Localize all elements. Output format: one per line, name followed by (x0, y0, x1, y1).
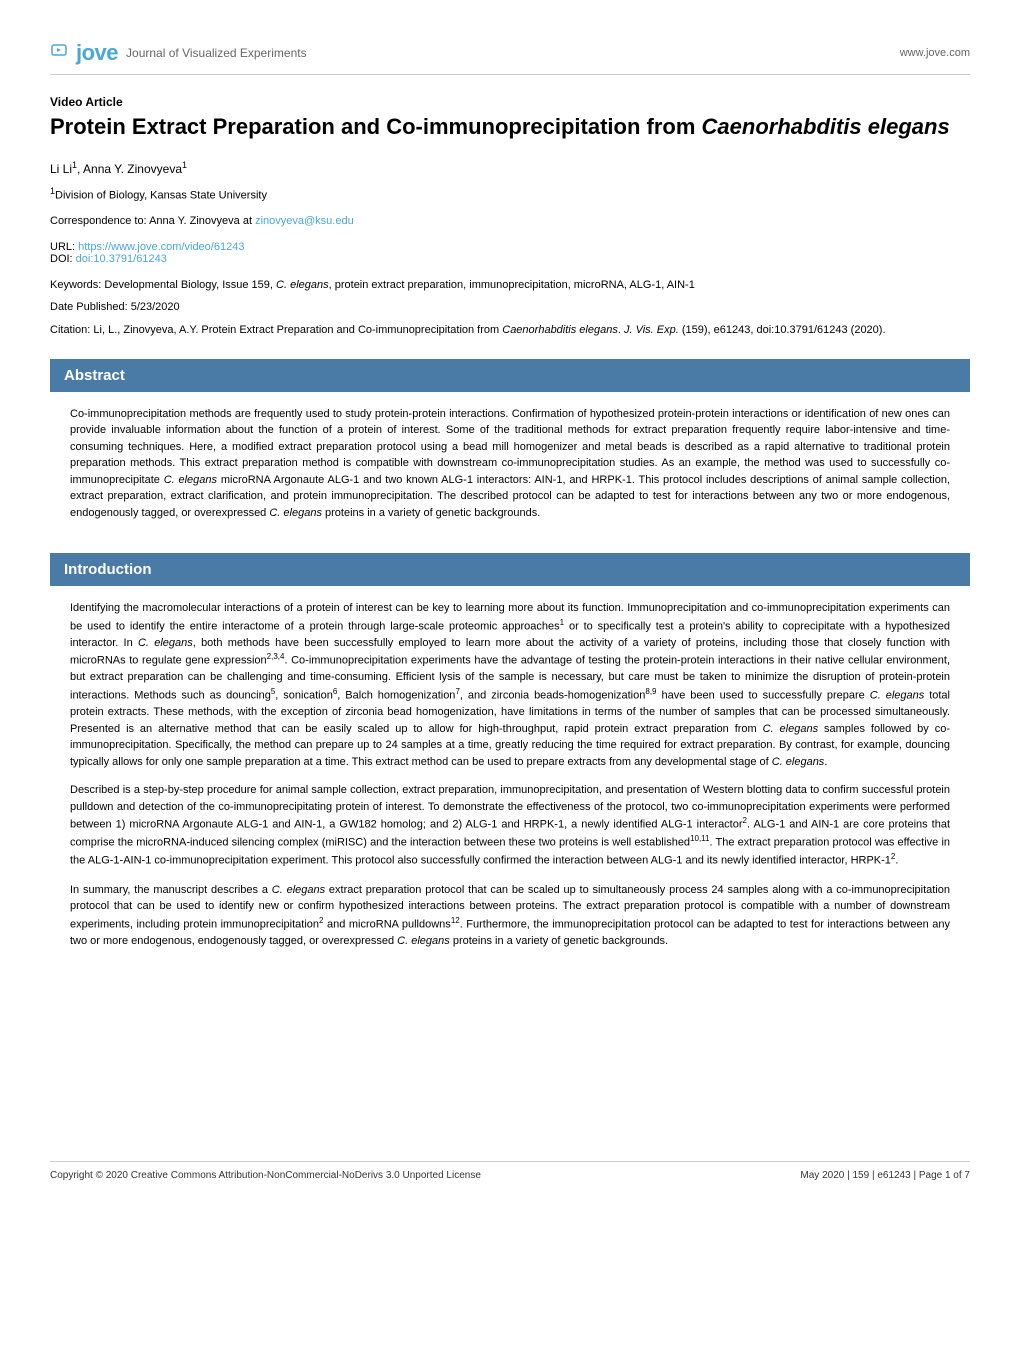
int-p1-k: . (824, 756, 827, 768)
date-published: Date Published: 5/23/2020 (50, 301, 970, 313)
int-p1-i2: C. elegans (870, 690, 925, 702)
keywords-rest: , protein extract preparation, immunopre… (329, 279, 695, 291)
int-p3-s2: 12 (451, 916, 460, 925)
int-p1-h: have been used to successfully prepare (657, 690, 870, 702)
int-p1-i3: C. elegans (763, 723, 818, 735)
int-p3-i1: C. elegans (272, 884, 325, 896)
int-p1-e: , sonication (275, 690, 333, 702)
intro-paragraph-1: Identifying the macromolecular interacti… (70, 600, 950, 770)
correspondence-line: Correspondence to: Anna Y. Zinovyeva at … (50, 215, 970, 227)
citation-prefix: Citation: Li, L., Zinovyeva, A.Y. Protei… (50, 324, 502, 336)
footer-copyright: Copyright © 2020 Creative Commons Attrib… (50, 1170, 481, 1181)
correspondence-email[interactable]: zinovyeva@ksu.edu (255, 215, 354, 227)
keywords-italic: C. elegans (276, 279, 329, 291)
int-p3-e: proteins in a variety of genetic backgro… (450, 935, 668, 947)
keywords-line: Keywords: Developmental Biology, Issue 1… (50, 279, 970, 291)
abs-p1-c: proteins in a variety of genetic backgro… (322, 507, 540, 519)
abs-p1-i1: C. elegans (164, 474, 217, 486)
int-p3-a: In summary, the manuscript describes a (70, 884, 272, 896)
int-p2-d: . (895, 855, 898, 867)
author-2: , Anna Y. Zinovyeva (77, 162, 182, 176)
correspondence-label: Correspondence to: Anna Y. Zinovyeva at (50, 215, 255, 227)
page-container: jove Journal of Visualized Experiments w… (0, 0, 1020, 1221)
title-species: Caenorhabditis elegans (702, 114, 950, 139)
int-p3-c: and microRNA pulldowns (323, 918, 450, 930)
abstract-body: Co-immunoprecipitation methods are frequ… (50, 392, 970, 554)
int-p1-i1: C. elegans (138, 637, 193, 649)
logo-subtitle: Journal of Visualized Experiments (126, 46, 307, 60)
affiliation-text: Division of Biology, Kansas State Univer… (55, 189, 267, 201)
author-2-sup: 1 (182, 160, 187, 170)
url-doi-block: URL: https://www.jove.com/video/61243 DO… (50, 241, 970, 265)
author-1: Li Li (50, 162, 72, 176)
video-article-label: Video Article (50, 95, 970, 109)
abs-p1-i2: C. elegans (269, 507, 322, 519)
footer-pageinfo: May 2020 | 159 | e61243 | Page 1 of 7 (800, 1170, 970, 1181)
citation-italic-1: Caenorhabditis elegans (502, 324, 618, 336)
authors-line: Li Li1, Anna Y. Zinovyeva1 (50, 160, 970, 176)
affiliation-line: 1Division of Biology, Kansas State Unive… (50, 186, 970, 202)
int-p1-s2: 2,3,4 (267, 652, 285, 661)
int-p1-s6: 8,9 (645, 687, 656, 696)
int-p1-g: , and zirconia beads-homogenization (460, 690, 645, 702)
logo-text: jove (76, 40, 118, 66)
int-p1-f: , Balch homogenization (337, 690, 455, 702)
citation-italic-2: J. Vis. Exp. (624, 324, 679, 336)
int-p1-i4: C. elegans (772, 756, 825, 768)
intro-paragraph-3: In summary, the manuscript describes a C… (70, 882, 950, 950)
header-bar: jove Journal of Visualized Experiments w… (50, 40, 970, 75)
article-title: Protein Extract Preparation and Co-immun… (50, 113, 970, 142)
citation-line: Citation: Li, L., Zinovyeva, A.Y. Protei… (50, 323, 970, 338)
doi-link[interactable]: doi:10.3791/61243 (76, 253, 167, 265)
citation-suffix: (159), e61243, doi:10.3791/61243 (2020). (679, 324, 886, 336)
int-p3-i2: C. elegans (397, 935, 450, 947)
introduction-header: Introduction (50, 553, 970, 586)
jove-logo-icon (50, 42, 68, 65)
introduction-body: Identifying the macromolecular interacti… (50, 586, 970, 981)
intro-paragraph-2: Described is a step-by-step procedure fo… (70, 782, 950, 869)
logo-area: jove Journal of Visualized Experiments (50, 40, 307, 66)
url-link[interactable]: https://www.jove.com/video/61243 (78, 241, 244, 253)
abstract-header: Abstract (50, 359, 970, 392)
header-url: www.jove.com (900, 47, 970, 59)
url-label: URL: (50, 241, 78, 253)
int-p2-s2: 10,11 (690, 834, 709, 843)
page-footer: Copyright © 2020 Creative Commons Attrib… (50, 1161, 970, 1181)
abstract-paragraph: Co-immunoprecipitation methods are frequ… (70, 406, 950, 522)
title-prefix: Protein Extract Preparation and Co-immun… (50, 114, 702, 139)
doi-label: DOI: (50, 253, 76, 265)
keywords-label: Keywords: Developmental Biology, Issue 1… (50, 279, 276, 291)
